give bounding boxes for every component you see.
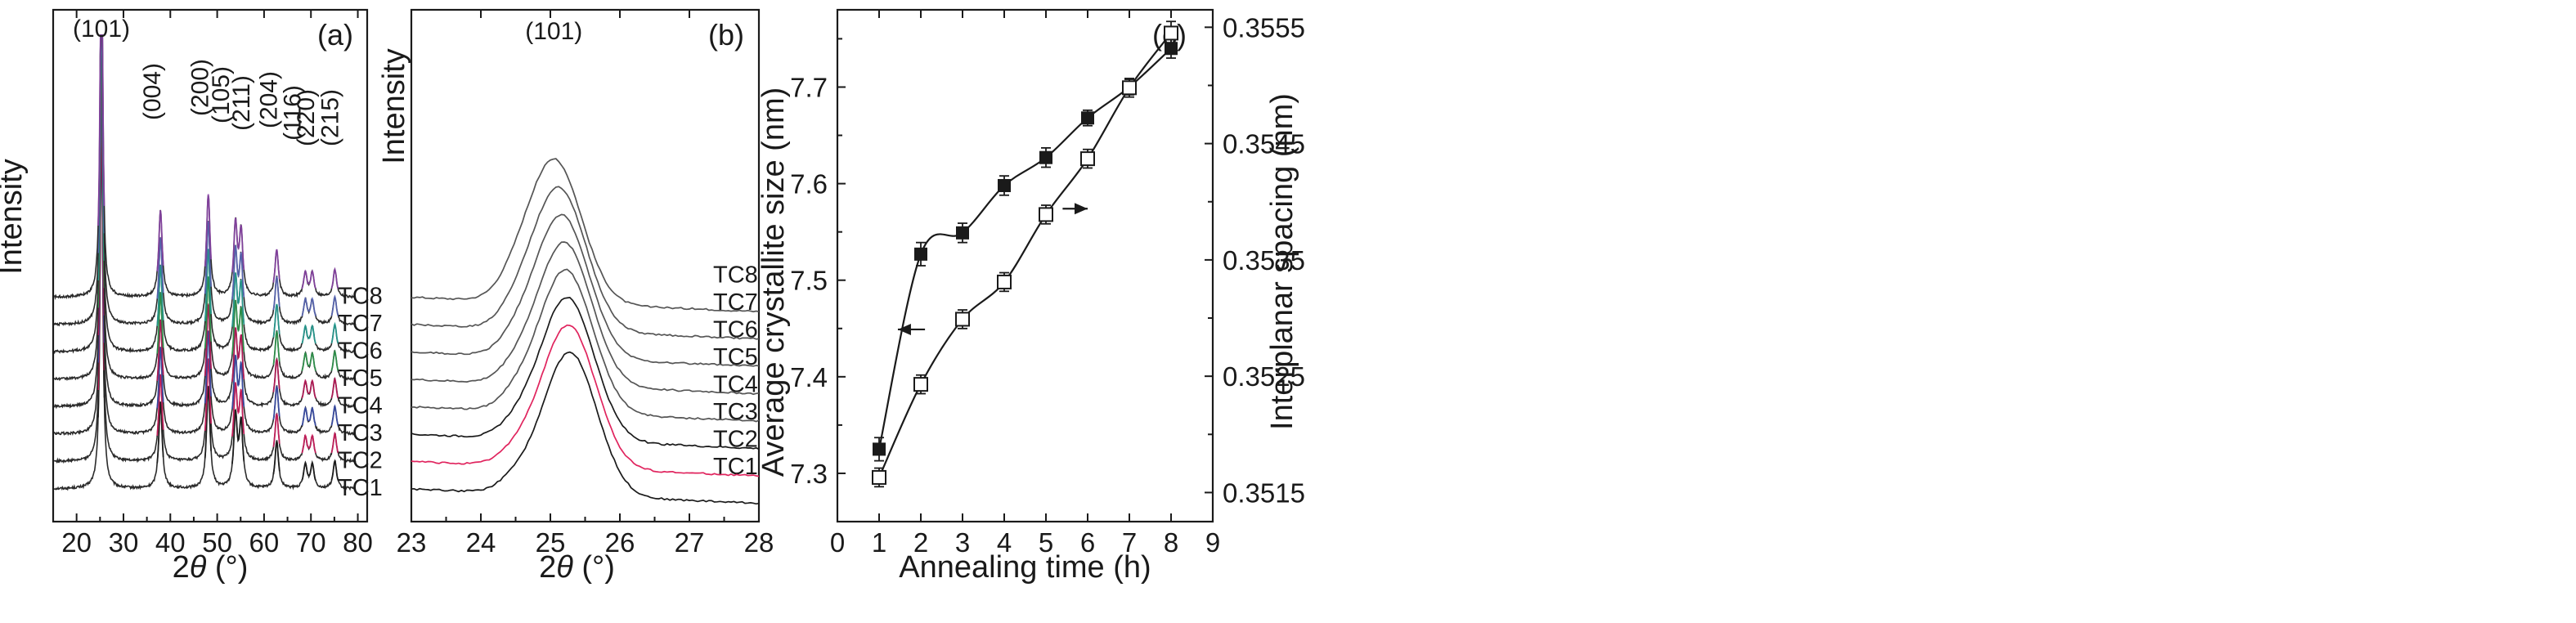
panel-c-point-spacing (1122, 80, 1137, 96)
panel-a-xtick-label: 50 (202, 527, 232, 558)
panel-b-series-label: TC8 (713, 262, 758, 289)
panel-b-xtick-label: 27 (675, 527, 705, 558)
panel-c-xtick-label: 2 (913, 527, 928, 558)
panel-c-ytick-label: 7.5 (790, 266, 828, 296)
panel-a-peak-label: (204) (255, 71, 282, 128)
panel-c-point-spacing (872, 469, 886, 485)
panel-c-xtick-label: 7 (1122, 527, 1137, 558)
panel-c-point-size (998, 178, 1011, 192)
panel-b-frame (410, 8, 761, 523)
panel-a-series-label: TC6 (338, 338, 383, 365)
panel-c-y2tick-label: 0.3535 (1223, 245, 1305, 276)
panel-b-xtick-label: 23 (397, 527, 427, 558)
panel-a-xtick-label: 60 (249, 527, 280, 558)
panel-c-ylabel: Average crystallite size (nm) (756, 87, 791, 477)
panel-b-trace-TC6 (411, 213, 760, 367)
panel-a-xtick-label: 40 (155, 527, 186, 558)
panel-b-series-label: TC6 (713, 317, 758, 343)
panel-b-trace-TC2 (411, 324, 760, 477)
panel-b-series-label: TC1 (713, 454, 758, 480)
panel-c-point-spacing (1039, 207, 1053, 222)
panel-c-y2tick-label: 0.3515 (1223, 477, 1305, 508)
panel-c-point-spacing (997, 274, 1012, 289)
panel-a-series-label: TC7 (338, 311, 383, 337)
panel-c-xtick-label: 8 (1164, 527, 1178, 558)
panel-c-size-spacing-plot: 0 1 2 3 4 5 6 7 8 9 Annealing time (h) 7.3 7.4 7.5 7.6… (756, 8, 1305, 585)
panel-c-xlabel: Annealing time (h) (899, 550, 1151, 585)
panel-a-frame (52, 8, 369, 523)
panel-a-xtick-label: 30 (109, 527, 139, 558)
panel-b-xtick-label: 26 (605, 527, 635, 558)
panel-a-peak-label: (105) (208, 66, 235, 123)
panel-a-xtick-label: 80 (343, 527, 373, 558)
panel-c-xtick-label: 4 (997, 527, 1012, 558)
panel-c-point-size (956, 226, 969, 240)
panel-b-trace-TC1 (411, 351, 760, 505)
panel-c-y2tick-label: 0.3555 (1223, 12, 1305, 43)
panel-c-ytick-label: 7.4 (790, 362, 828, 392)
panel-b-xlabel: 2θ (°) (539, 550, 615, 585)
panel-c-point-size (1081, 111, 1094, 125)
panel-c-xtick-label: 1 (872, 527, 886, 558)
panel-c-left-axis-arrowhead (897, 323, 911, 335)
panel-a-peak-label: (215) (316, 89, 343, 146)
panel-b-trace-TC7 (411, 186, 760, 340)
panel-c-xtick-label: 9 (1205, 527, 1220, 558)
panel-c-right-axis-arrowhead (1075, 203, 1088, 215)
panel-c-xtick-label: 6 (1080, 527, 1095, 558)
panel-c-xtick-label: 3 (955, 527, 970, 558)
panel-a-xtick-label: 70 (296, 527, 326, 558)
panel-c-xtick-label: 5 (1039, 527, 1053, 558)
panel-c-point-spacing (913, 377, 928, 392)
panel-c-frame (836, 8, 1214, 523)
panel-a-xlabel: 2θ (°) (173, 550, 249, 585)
panel-a-peak-label: (200) (187, 59, 214, 116)
panel-b-trace-TC4 (411, 268, 760, 423)
panel-b-xtick-label: 25 (536, 527, 566, 558)
panel-a-peak-label: (211) (228, 75, 255, 131)
panel-a-tag: (a) (317, 18, 353, 52)
panel-b-trace-TC3 (411, 296, 760, 450)
panel-c-ytick-label: 7.7 (790, 72, 828, 102)
panel-b-ylabel: Intensity (377, 48, 411, 164)
panel-a-series-label: TC5 (338, 365, 383, 392)
panel-a-peak-label: (101) (73, 16, 130, 43)
panel-c-xtick-label: 0 (830, 527, 845, 558)
panel-a-series-label: TC4 (338, 393, 383, 419)
panel-a-peak-label: (220) (293, 89, 320, 146)
panel-a-series-label: TC8 (338, 284, 383, 310)
panel-c-y2tick-label: 0.3545 (1223, 129, 1305, 159)
panel-c-point-spacing (1164, 25, 1178, 41)
panel-c-point-spacing (955, 312, 970, 327)
panel-c-y2label: Interplanar spacing (nm) (1265, 93, 1299, 430)
panel-c-point-size (873, 442, 886, 456)
panel-a-peak-label: (116) (279, 85, 306, 141)
panel-b-xrd-101-zoom: 23 24 25 26 27 28 2θ (°) Intensity (b) (101) TC1 TC… (377, 8, 774, 585)
panel-a-xtick-label: 20 (61, 527, 92, 558)
panel-a-ylabel: Intensity (0, 159, 29, 275)
panel-c-ytick-label: 7.3 (790, 459, 828, 489)
panel-b-xtick-label: 28 (744, 527, 774, 558)
panel-b-trace-TC5 (411, 241, 760, 396)
panel-b-tag: (b) (708, 18, 744, 52)
panel-c-ytick-label: 7.6 (790, 169, 828, 199)
panel-c-point-size (914, 247, 927, 261)
panel-a-series-label: TC2 (338, 448, 383, 474)
panel-a-trace-color-TC8 (97, 34, 339, 289)
panel-b-xtick-label: 24 (466, 527, 496, 558)
panel-b-peak-label: (101) (525, 18, 582, 45)
panel-c-point-size (1039, 150, 1052, 164)
panel-a-peak-label: (004) (139, 63, 166, 120)
panel-a-series-label: TC3 (338, 420, 383, 446)
panel-a-series-label: TC1 (338, 475, 383, 501)
panel-c-y2tick-label: 0.3525 (1223, 361, 1305, 392)
panel-c-point-spacing (1080, 151, 1095, 167)
panel-b-trace-TC8 (411, 158, 760, 313)
